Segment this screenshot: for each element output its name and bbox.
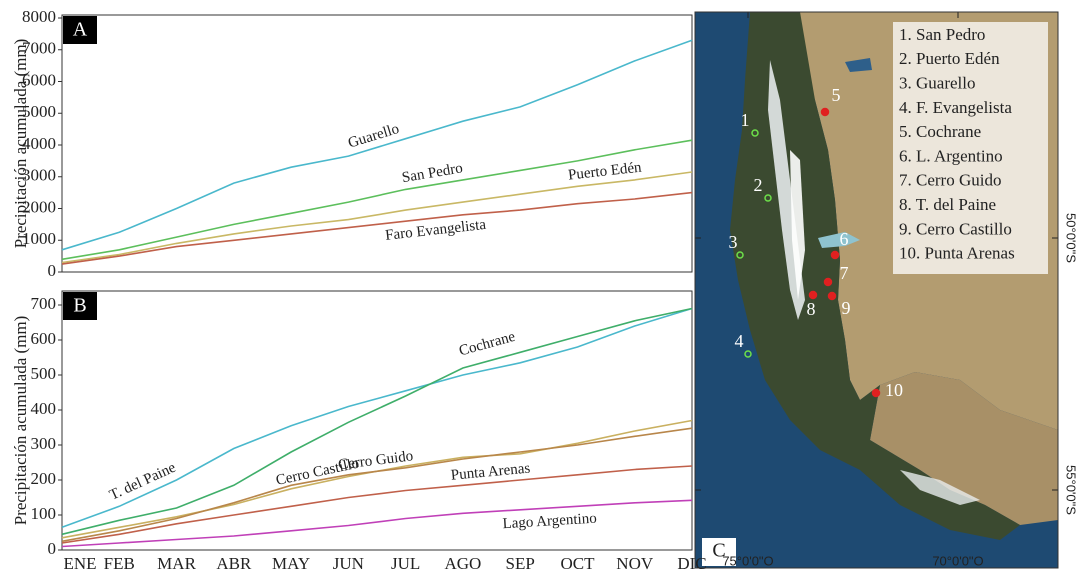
station-label: 5 [832,85,841,105]
y-tick-label: 400 [31,399,57,418]
x-tick-label: NOV [616,554,654,573]
y-axis-label: Precipitación acumulada (mm) [11,316,30,526]
y-tick-label: 0 [48,261,57,280]
station-label: 4 [735,331,744,351]
longitude-label: 75°0'0"O [722,553,773,568]
x-tick-label: SEP [506,554,535,573]
x-tick-label: JUN [333,554,364,573]
station-label: 2 [754,175,763,195]
y-tick-label: 0 [48,539,57,558]
map-legend-entry: 7. Cerro Guido [899,171,1001,190]
y-tick-label: 300 [31,434,57,453]
station-label: 3 [729,232,738,252]
x-tick-label: ABR [216,554,252,573]
series-label: Cerro Guido [337,448,414,473]
station-label: 6 [840,229,849,249]
panel-label: A [73,19,88,41]
station-dot [832,252,839,259]
x-tick-label: MAR [157,554,196,573]
station-dot [822,109,829,116]
series-label: Guarello [346,121,401,152]
series-line [62,193,692,265]
y-tick-label: 600 [31,329,57,348]
station-label: 10 [885,380,903,400]
station-dot [829,293,836,300]
y-tick-label: 200 [31,469,57,488]
map-legend-entry: 6. L. Argentino [899,146,1003,165]
series-label: San Pedro [401,160,464,186]
series-label: T. del Paine [107,460,178,504]
plot-frame [62,291,692,550]
latitude-label: 55°0'0"S [1064,465,1079,515]
x-tick-label: ENE [63,554,96,573]
series-line [62,428,692,541]
series-label: Faro Evangelista [384,217,487,244]
station-label: 7 [840,263,849,283]
y-axis-label: Precipitación acumulada (mm) [11,39,30,249]
station-dot [825,279,832,286]
map-legend-entry: 10. Punta Arenas [899,244,1015,263]
map-legend-entry: 3. Guarello [899,74,975,93]
y-tick-label: 100 [31,504,57,523]
map: C [695,12,1058,568]
y-tick-label: 700 [31,294,57,313]
longitude-label: 70°0'0"O [932,553,983,568]
latitude-label: 50°0'0"S [1064,213,1079,263]
y-tick-label: 8000 [22,7,56,26]
figure: C 010002000300040005000600070008000Preci… [0,0,1083,576]
series-line [62,309,692,535]
y-tick-label: 500 [31,364,57,383]
station-dot [810,292,817,299]
x-tick-label: JUL [391,554,420,573]
map-legend-entry: 1. San Pedro [899,25,985,44]
map-legend-entry: 4. F. Evangelista [899,98,1012,117]
x-tick-label: DIC [677,554,706,573]
station-dot [873,390,880,397]
map-legend-entry: 9. Cerro Castillo [899,219,1012,238]
station-label: 1 [741,110,750,130]
series-line [62,40,692,250]
x-tick-label: MAY [272,554,310,573]
series-line [62,140,692,259]
panel-label: B [73,295,86,317]
x-tick-label: FEB [104,554,135,573]
station-label: 9 [842,298,851,318]
station-label: 8 [807,299,816,319]
series-label: Lago Argentino [502,511,597,533]
map-legend-entry: 8. T. del Paine [899,195,996,214]
x-tick-label: AGO [444,554,481,573]
map-legend-entry: 2. Puerto Edén [899,49,1000,68]
x-tick-label: OCT [560,554,595,573]
map-legend-entry: 5. Cochrane [899,122,981,141]
